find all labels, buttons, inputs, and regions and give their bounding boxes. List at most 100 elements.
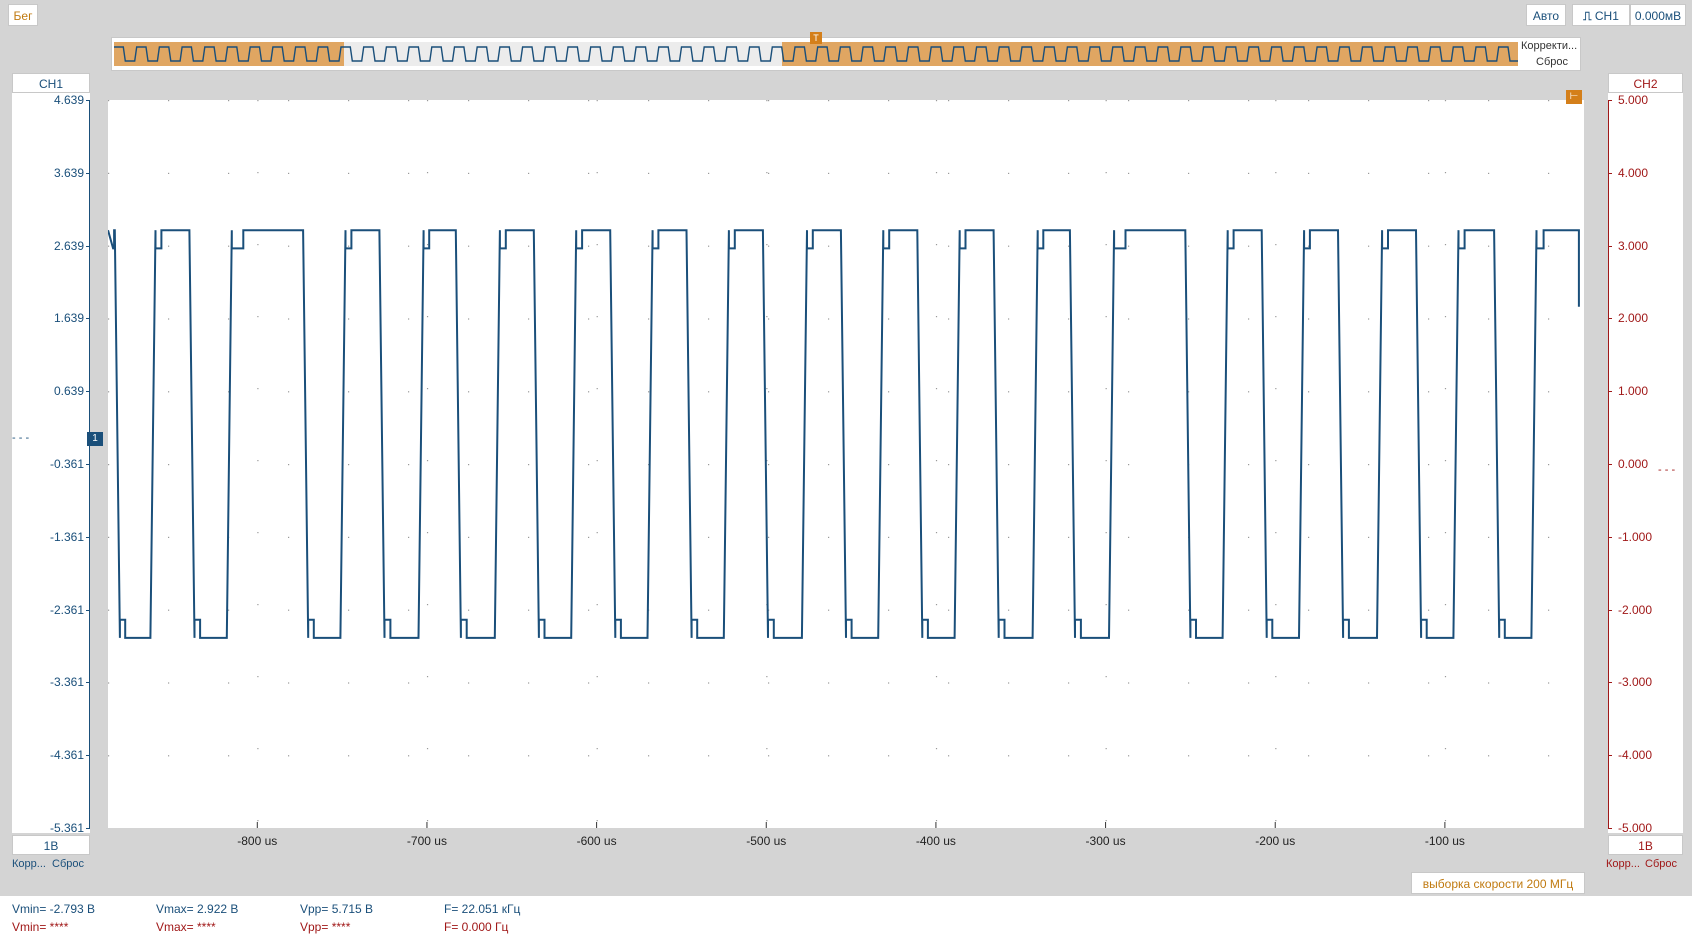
grid-dot <box>1248 318 1250 320</box>
grid-dot <box>648 755 650 757</box>
grid-dot <box>588 245 590 247</box>
ch1-reset-button[interactable]: Сброс <box>52 858 84 870</box>
overview-trigger-marker[interactable]: T <box>810 32 822 44</box>
grid-dot <box>948 682 950 684</box>
grid-dot <box>257 172 259 174</box>
grid-dot <box>766 820 768 822</box>
grid-dot <box>948 755 950 757</box>
trigger-mode-button[interactable]: Авто <box>1526 4 1566 26</box>
grid-dot <box>1308 682 1310 684</box>
grid-dot <box>648 100 650 102</box>
grid-dot <box>257 820 259 822</box>
trigger-level-button[interactable]: 0.000мВ <box>1630 4 1686 26</box>
grid-dot <box>426 316 429 318</box>
ch2-label[interactable]: CH2 <box>1608 73 1683 93</box>
grid-dot <box>935 604 938 606</box>
grid-dot <box>935 820 938 822</box>
grid-dot <box>1068 172 1070 174</box>
grid-dot <box>1068 391 1070 393</box>
grid-dot <box>1248 464 1250 466</box>
grid-dot <box>1428 245 1430 247</box>
grid-dot <box>528 755 530 757</box>
grid-dot <box>1275 748 1277 750</box>
grid-dot <box>1428 536 1430 538</box>
grid-dot <box>1008 318 1010 320</box>
x-tick-label: -400 us <box>915 834 956 848</box>
grid-dot <box>1368 755 1370 757</box>
grid-dot <box>468 609 470 611</box>
grid-dot <box>168 391 170 393</box>
grid-dot <box>766 244 768 246</box>
grid-dot <box>888 755 890 757</box>
ch2-y-tick-label: 3.000 <box>1618 238 1649 253</box>
run-status-button[interactable]: Бег <box>8 4 38 26</box>
ch1-y-tick-label: 2.639 <box>53 238 84 253</box>
grid-dot <box>1008 172 1010 174</box>
grid-dot <box>1008 100 1010 102</box>
grid-dot <box>708 682 710 684</box>
grid-dot <box>708 245 710 247</box>
ch2-y-tick-mark <box>1608 828 1612 829</box>
grid-dot <box>708 172 710 174</box>
ch1-y-tick-mark <box>86 609 90 611</box>
x-tick-label: -500 us <box>746 834 787 848</box>
ch1-y-tick-label: 0.639 <box>53 384 84 399</box>
grid-dot <box>1444 820 1447 822</box>
grid-dot <box>588 755 590 757</box>
ch2-y-tick-mark <box>1608 682 1612 684</box>
grid-dot <box>948 536 950 538</box>
grid-dot <box>948 318 950 320</box>
grid-dot <box>1188 755 1190 757</box>
grid-dot <box>426 532 429 534</box>
grid-dot <box>1488 609 1490 611</box>
grid-dot <box>1368 682 1370 684</box>
ch2-scale[interactable]: 1В <box>1608 835 1683 855</box>
grid-dot <box>228 391 230 393</box>
grid-dot <box>828 755 830 757</box>
grid-dot <box>888 100 890 102</box>
grid-dot <box>1428 755 1430 757</box>
grid-dot <box>1105 172 1107 174</box>
grid-dot <box>888 682 890 684</box>
grid-dot <box>1128 172 1130 174</box>
grid-dot <box>288 100 290 102</box>
grid-dot <box>1444 172 1447 174</box>
ch2-reset-button[interactable]: Сброс <box>1645 858 1677 870</box>
grid-dot <box>1368 464 1370 466</box>
ch2-corr-button[interactable]: Корр... <box>1606 858 1640 870</box>
overview-reset-button[interactable]: Сброс <box>1536 56 1568 68</box>
grid-dot <box>948 172 950 174</box>
plot-area[interactable] <box>107 100 1584 830</box>
grid-dot <box>1068 682 1070 684</box>
grid-dot <box>468 755 470 757</box>
ch1-scale[interactable]: 1В <box>12 835 90 855</box>
grid-dot <box>168 755 170 757</box>
grid-dot <box>426 100 429 102</box>
overview-correct-button[interactable]: Корректи... <box>1521 40 1578 52</box>
grid-dot <box>1428 100 1430 102</box>
trigger-source-button[interactable]: ⎍ CH1 <box>1572 4 1630 26</box>
grid-dot <box>708 609 710 611</box>
ch1-corr-button[interactable]: Корр... <box>12 858 46 870</box>
grid-dot <box>528 609 530 611</box>
grid-dot <box>288 755 290 757</box>
grid-dot <box>426 388 429 390</box>
ch1-label[interactable]: CH1 <box>12 73 90 93</box>
trigger-level-marker[interactable]: ⊢ <box>1566 90 1582 104</box>
ch1-y-tick-mark <box>86 682 90 684</box>
sample-rate-label: выборка скорости 200 МГц <box>1411 872 1585 894</box>
grid-dot <box>708 318 710 320</box>
grid-dot <box>588 172 590 174</box>
grid-dot <box>108 100 110 102</box>
grid-dot <box>1308 318 1310 320</box>
grid-dot <box>768 391 770 393</box>
ch2-axis-line <box>1608 100 1609 828</box>
ch2-y-tick-mark <box>1608 755 1612 757</box>
ch1-offset-marker[interactable]: 1 <box>87 432 103 446</box>
waveform-overview[interactable]: T Корректи... Сброс <box>111 32 1581 71</box>
grid-dot <box>766 100 768 102</box>
grid-dot <box>1548 464 1550 466</box>
grid-dot <box>935 316 938 318</box>
grid-dot <box>168 172 170 174</box>
ch2-vpp: Vpp= **** <box>300 920 351 934</box>
